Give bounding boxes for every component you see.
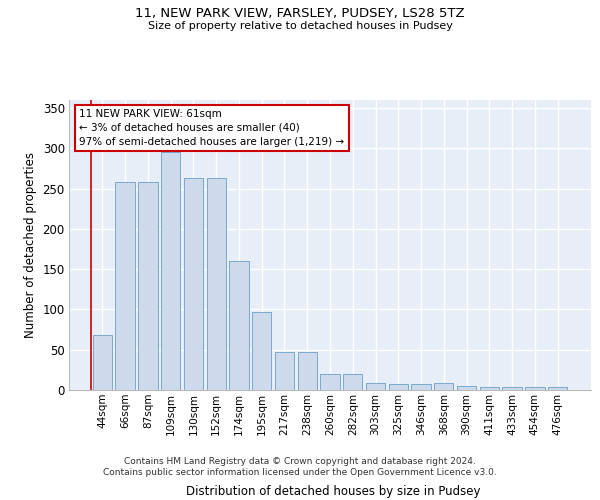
Bar [389,384,408,390]
Bar [298,352,317,390]
Bar [479,387,499,390]
Text: 11, NEW PARK VIEW, FARSLEY, PUDSEY, LS28 5TZ: 11, NEW PARK VIEW, FARSLEY, PUDSEY, LS28… [135,8,465,20]
Bar [275,352,294,390]
Bar [343,374,362,390]
Bar [184,178,203,390]
Y-axis label: Number of detached properties: Number of detached properties [24,152,37,338]
Text: Contains HM Land Registry data © Crown copyright and database right 2024.
Contai: Contains HM Land Registry data © Crown c… [103,458,497,477]
Bar [502,387,522,390]
Bar [206,178,226,390]
Text: 11 NEW PARK VIEW: 61sqm
← 3% of detached houses are smaller (40)
97% of semi-det: 11 NEW PARK VIEW: 61sqm ← 3% of detached… [79,108,344,146]
Bar [161,152,181,390]
Bar [525,387,545,390]
Bar [229,261,248,390]
Bar [412,384,431,390]
Bar [434,383,454,390]
Bar [457,386,476,390]
Bar [115,182,135,390]
Bar [548,387,567,390]
Bar [252,312,271,390]
Text: Distribution of detached houses by size in Pudsey: Distribution of detached houses by size … [186,484,480,498]
Text: Size of property relative to detached houses in Pudsey: Size of property relative to detached ho… [148,21,452,31]
Bar [320,374,340,390]
Bar [366,383,385,390]
Bar [93,335,112,390]
Bar [138,182,158,390]
